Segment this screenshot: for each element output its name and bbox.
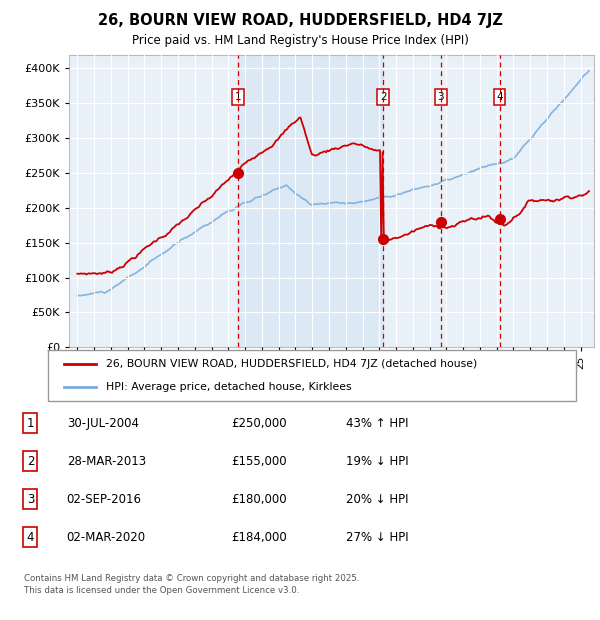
Text: This data is licensed under the Open Government Licence v3.0.: This data is licensed under the Open Gov… <box>24 587 299 595</box>
Text: 2: 2 <box>26 454 34 467</box>
Text: Contains HM Land Registry data © Crown copyright and database right 2025.: Contains HM Land Registry data © Crown c… <box>24 574 359 583</box>
FancyBboxPatch shape <box>48 350 576 401</box>
Text: 20% ↓ HPI: 20% ↓ HPI <box>346 493 409 506</box>
Text: 26, BOURN VIEW ROAD, HUDDERSFIELD, HD4 7JZ (detached house): 26, BOURN VIEW ROAD, HUDDERSFIELD, HD4 7… <box>106 359 478 369</box>
Text: HPI: Average price, detached house, Kirklees: HPI: Average price, detached house, Kirk… <box>106 383 352 392</box>
Text: 43% ↑ HPI: 43% ↑ HPI <box>346 417 409 430</box>
Text: 19% ↓ HPI: 19% ↓ HPI <box>346 454 409 467</box>
Text: 4: 4 <box>26 531 34 544</box>
Text: £155,000: £155,000 <box>231 454 287 467</box>
Text: 27% ↓ HPI: 27% ↓ HPI <box>346 531 409 544</box>
Text: 26, BOURN VIEW ROAD, HUDDERSFIELD, HD4 7JZ: 26, BOURN VIEW ROAD, HUDDERSFIELD, HD4 7… <box>98 13 502 28</box>
Text: 02-SEP-2016: 02-SEP-2016 <box>67 493 142 506</box>
Text: 1: 1 <box>235 92 241 102</box>
Bar <box>238 55 383 347</box>
Text: 02-MAR-2020: 02-MAR-2020 <box>67 531 146 544</box>
Text: 3: 3 <box>27 493 34 506</box>
Text: 3: 3 <box>437 92 444 102</box>
Text: 1: 1 <box>26 417 34 430</box>
Text: 30-JUL-2004: 30-JUL-2004 <box>67 417 139 430</box>
Text: £184,000: £184,000 <box>231 531 287 544</box>
Text: Price paid vs. HM Land Registry's House Price Index (HPI): Price paid vs. HM Land Registry's House … <box>131 35 469 47</box>
Text: 2: 2 <box>380 92 386 102</box>
Text: £180,000: £180,000 <box>231 493 287 506</box>
Text: 28-MAR-2013: 28-MAR-2013 <box>67 454 146 467</box>
Text: 4: 4 <box>496 92 503 102</box>
Text: £250,000: £250,000 <box>231 417 287 430</box>
